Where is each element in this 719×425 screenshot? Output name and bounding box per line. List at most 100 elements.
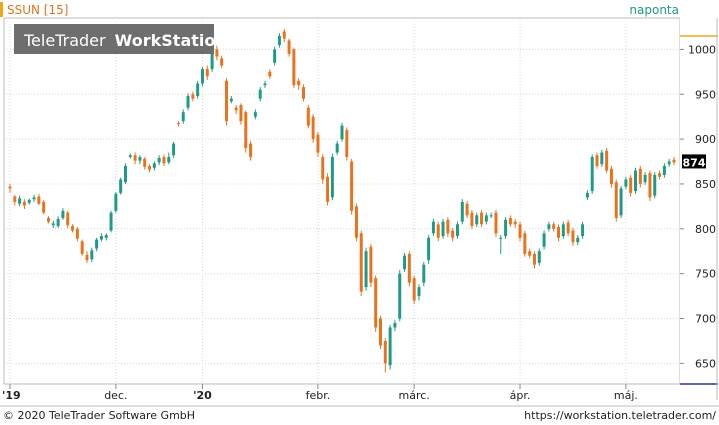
candle [277,33,281,48]
candle-body [152,163,156,168]
candle-body [369,246,373,283]
candle [18,195,22,207]
candle [431,218,435,236]
candle-body [460,201,464,222]
candle-body [648,173,652,198]
candle [557,224,561,242]
candle-body [268,71,272,77]
candle-body [619,188,623,216]
candle [157,155,161,166]
candle [167,152,171,165]
candle-body [537,251,541,263]
candle-body [403,255,407,270]
candle [590,154,594,194]
candle-body [56,218,60,227]
candle-body [508,218,512,225]
candle-body [273,49,277,63]
candle [393,320,397,332]
candle [427,235,431,264]
candle [653,172,657,199]
candle [282,28,286,43]
candle [662,163,666,178]
candle-body [205,69,209,77]
candle [326,173,330,206]
candle-body [277,35,281,45]
footer-url[interactable]: https://workstation.teletrader.com/ [524,409,716,422]
candle-body [643,174,647,183]
candle [311,113,315,143]
candle-body [297,80,301,86]
candle [614,179,618,222]
candle-body [561,224,565,236]
candle-body [37,196,41,204]
candle-body [383,340,387,364]
candle-body [379,318,382,346]
candle-body [441,221,445,236]
candle-body [51,223,55,226]
candle-body [302,87,305,99]
candle [80,239,84,256]
candle [75,227,79,242]
candle [143,157,147,170]
candle [148,164,152,173]
candle-body [340,125,344,140]
candle-body [653,174,657,196]
candle-body [287,40,291,54]
candle [460,199,464,225]
candle [398,270,402,322]
candle [667,158,671,167]
candle [133,152,137,165]
candle-body [465,203,469,216]
candle [383,338,387,373]
candle [518,221,522,242]
candle-body [95,239,99,249]
x-tick-label: dec. [104,389,127,402]
candle-body [162,157,166,164]
candle-body [292,49,296,86]
candle [561,221,565,239]
candle-body [398,273,402,319]
candle-body [614,182,618,219]
candle-body [354,206,358,238]
candle [330,153,334,201]
candle-body [446,219,450,234]
candle-body [119,179,123,193]
candle [451,227,455,242]
candle [436,221,440,242]
candle [484,212,488,225]
candle [374,275,378,332]
symbol-label[interactable]: SSUN [15] [7,3,68,17]
candle [499,235,503,254]
candle-body [196,83,200,97]
candle [455,221,459,239]
candle [407,251,411,287]
candle-body [480,212,484,225]
candle [85,251,89,263]
candle-body [345,130,349,158]
candlestick-series [8,28,676,373]
candle-body [412,278,416,301]
candle [27,198,31,205]
candle [239,103,243,125]
candle-body [431,221,435,234]
candle-body [66,212,70,226]
candle [306,105,310,129]
candle-body [504,219,508,236]
candle [585,190,589,201]
candle-body [234,107,238,111]
candle-body [407,253,411,283]
candle [470,209,474,229]
candle [258,87,262,102]
candle [609,166,613,188]
interval-label[interactable]: naponta [629,3,679,17]
candle-body [123,166,127,183]
y-tick-label: 850 [695,178,716,191]
candle [643,172,647,185]
candle [672,157,676,166]
candle-body [359,233,363,292]
candle [359,230,363,297]
candle [528,248,532,259]
x-tick-label: '20 [193,389,212,402]
candle-body [609,168,613,184]
